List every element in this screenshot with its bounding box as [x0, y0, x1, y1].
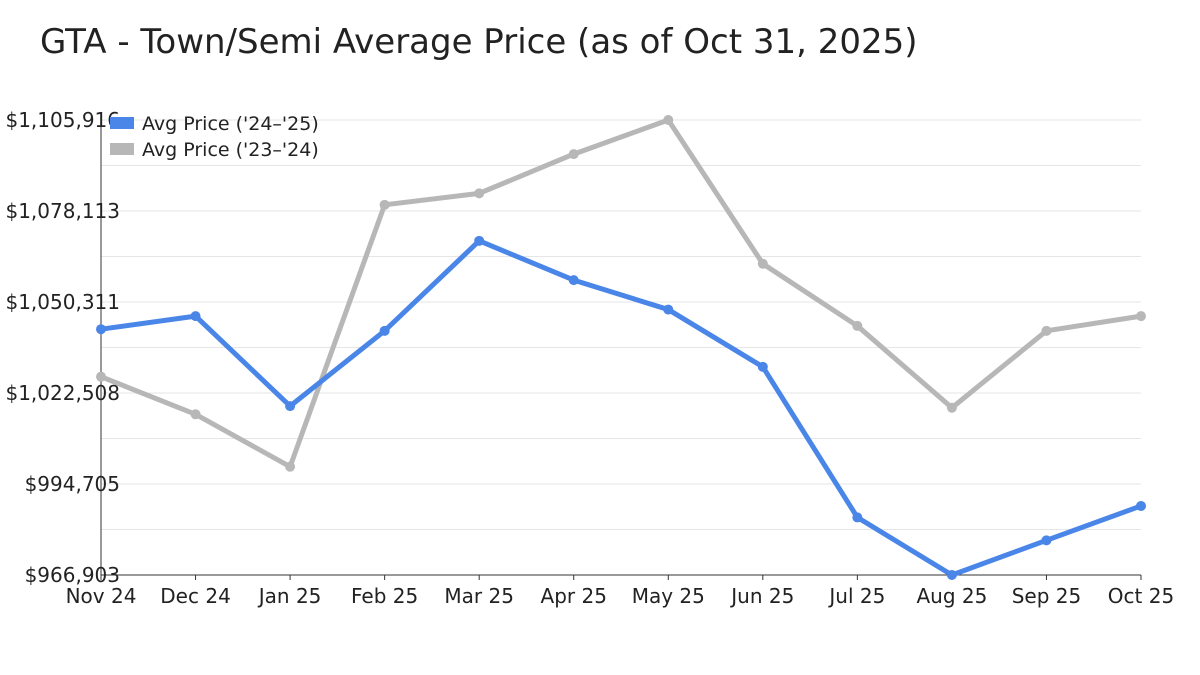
data-point — [96, 371, 106, 382]
legend-label: Avg Price ('23–'24) — [142, 139, 319, 161]
data-point — [190, 311, 201, 322]
data-point — [474, 235, 485, 246]
data-point — [946, 570, 957, 580]
x-tick-label: Nov 24 — [66, 584, 137, 608]
legend-swatch — [110, 117, 134, 129]
gridlines — [101, 119, 1141, 531]
x-tick-label: Oct 25 — [1108, 584, 1174, 608]
chart-title: GTA - Town/Semi Average Price (as of Oct… — [40, 22, 918, 62]
y-tick-label: $1,050,311 — [5, 290, 120, 314]
data-point — [1041, 325, 1052, 336]
x-tick-label: Mar 25 — [444, 584, 514, 608]
data-point — [568, 149, 579, 160]
data-point — [379, 199, 390, 210]
y-tick-label: $1,022,508 — [5, 381, 120, 405]
x-tick-label: Sep 25 — [1012, 584, 1082, 608]
series-line-1 — [98, 117, 1144, 470]
data-point — [852, 320, 863, 331]
data-point — [285, 461, 296, 472]
data-point — [474, 188, 485, 199]
axes — [100, 112, 1141, 576]
data-point — [190, 409, 201, 420]
y-tick-label: $994,705 — [25, 472, 120, 496]
data-point — [663, 115, 674, 125]
data-point — [852, 512, 863, 523]
data-point — [568, 275, 579, 286]
y-tick-label: $1,105,916 — [5, 108, 120, 132]
data-point — [1041, 535, 1052, 546]
data-point — [96, 324, 106, 335]
legend-swatch — [110, 143, 134, 155]
x-tick-label: Feb 25 — [351, 584, 418, 608]
y-tick-label: $966,903 — [25, 563, 120, 587]
x-tick-label: Dec 24 — [160, 584, 231, 608]
x-tick-label: Jun 25 — [729, 584, 794, 608]
x-tick-label: May 25 — [632, 584, 705, 608]
series-line-0 — [98, 238, 1144, 578]
data-point — [757, 361, 768, 372]
legend: Avg Price ('24–'25) Avg Price ('23–'24) — [110, 113, 319, 161]
data-point — [663, 304, 674, 315]
data-point — [1136, 311, 1146, 322]
data-point — [285, 401, 296, 412]
x-axis-tick-labels: Nov 24 Dec 24 Jan 25 Feb 25 Mar 25 Apr 25 May … — [66, 575, 1174, 608]
x-tick-label: Jan 25 — [257, 584, 322, 608]
x-tick-label: Aug 25 — [916, 584, 987, 608]
data-point — [757, 258, 768, 269]
y-tick-label: $1,078,113 — [5, 199, 120, 223]
data-point — [379, 325, 390, 336]
x-tick-label: Jul 25 — [827, 584, 885, 608]
legend-label: Avg Price ('24–'25) — [142, 113, 319, 135]
data-point — [946, 402, 957, 413]
y-axis-tick-labels: $966,903 $994,705 $1,022,508 $1,050,311 $1,0… — [5, 108, 120, 587]
data-point — [1136, 500, 1146, 511]
x-tick-label: Apr 25 — [541, 584, 607, 608]
series-lines — [96, 115, 1146, 580]
